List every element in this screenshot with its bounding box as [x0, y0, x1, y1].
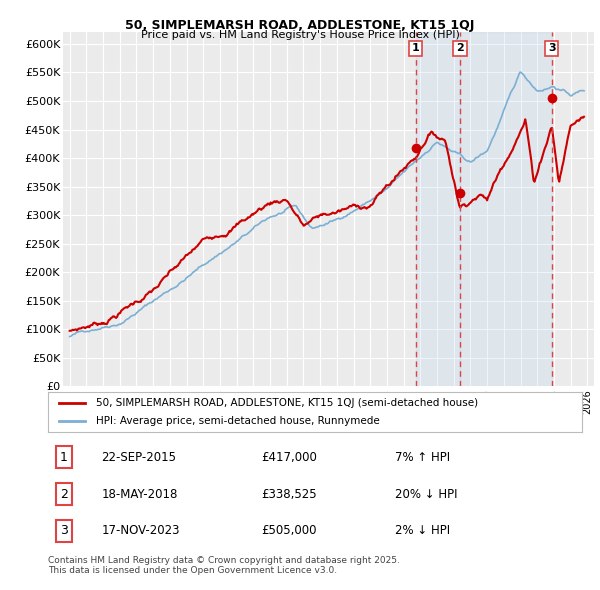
- Text: Price paid vs. HM Land Registry's House Price Index (HPI): Price paid vs. HM Land Registry's House …: [140, 30, 460, 40]
- Text: 22-SEP-2015: 22-SEP-2015: [101, 451, 176, 464]
- Text: 1: 1: [60, 451, 68, 464]
- Bar: [460, 32, 552, 386]
- Text: £338,525: £338,525: [262, 487, 317, 501]
- Text: 17-NOV-2023: 17-NOV-2023: [101, 525, 180, 537]
- Text: 3: 3: [60, 525, 68, 537]
- Text: HPI: Average price, semi-detached house, Runnymede: HPI: Average price, semi-detached house,…: [96, 416, 380, 426]
- Bar: [416, 32, 460, 386]
- Text: 50, SIMPLEMARSH ROAD, ADDLESTONE, KT15 1QJ: 50, SIMPLEMARSH ROAD, ADDLESTONE, KT15 1…: [125, 19, 475, 32]
- Text: £417,000: £417,000: [262, 451, 317, 464]
- Text: 2% ↓ HPI: 2% ↓ HPI: [395, 525, 450, 537]
- Text: £505,000: £505,000: [262, 525, 317, 537]
- Text: Contains HM Land Registry data © Crown copyright and database right 2025.
This d: Contains HM Land Registry data © Crown c…: [48, 556, 400, 575]
- Text: 3: 3: [548, 44, 556, 53]
- Text: 2: 2: [60, 487, 68, 501]
- Text: 1: 1: [412, 44, 419, 53]
- Text: 2: 2: [456, 44, 464, 53]
- Text: 50, SIMPLEMARSH ROAD, ADDLESTONE, KT15 1QJ (semi-detached house): 50, SIMPLEMARSH ROAD, ADDLESTONE, KT15 1…: [96, 398, 478, 408]
- Text: 18-MAY-2018: 18-MAY-2018: [101, 487, 178, 501]
- Text: 20% ↓ HPI: 20% ↓ HPI: [395, 487, 458, 501]
- Text: 7% ↑ HPI: 7% ↑ HPI: [395, 451, 450, 464]
